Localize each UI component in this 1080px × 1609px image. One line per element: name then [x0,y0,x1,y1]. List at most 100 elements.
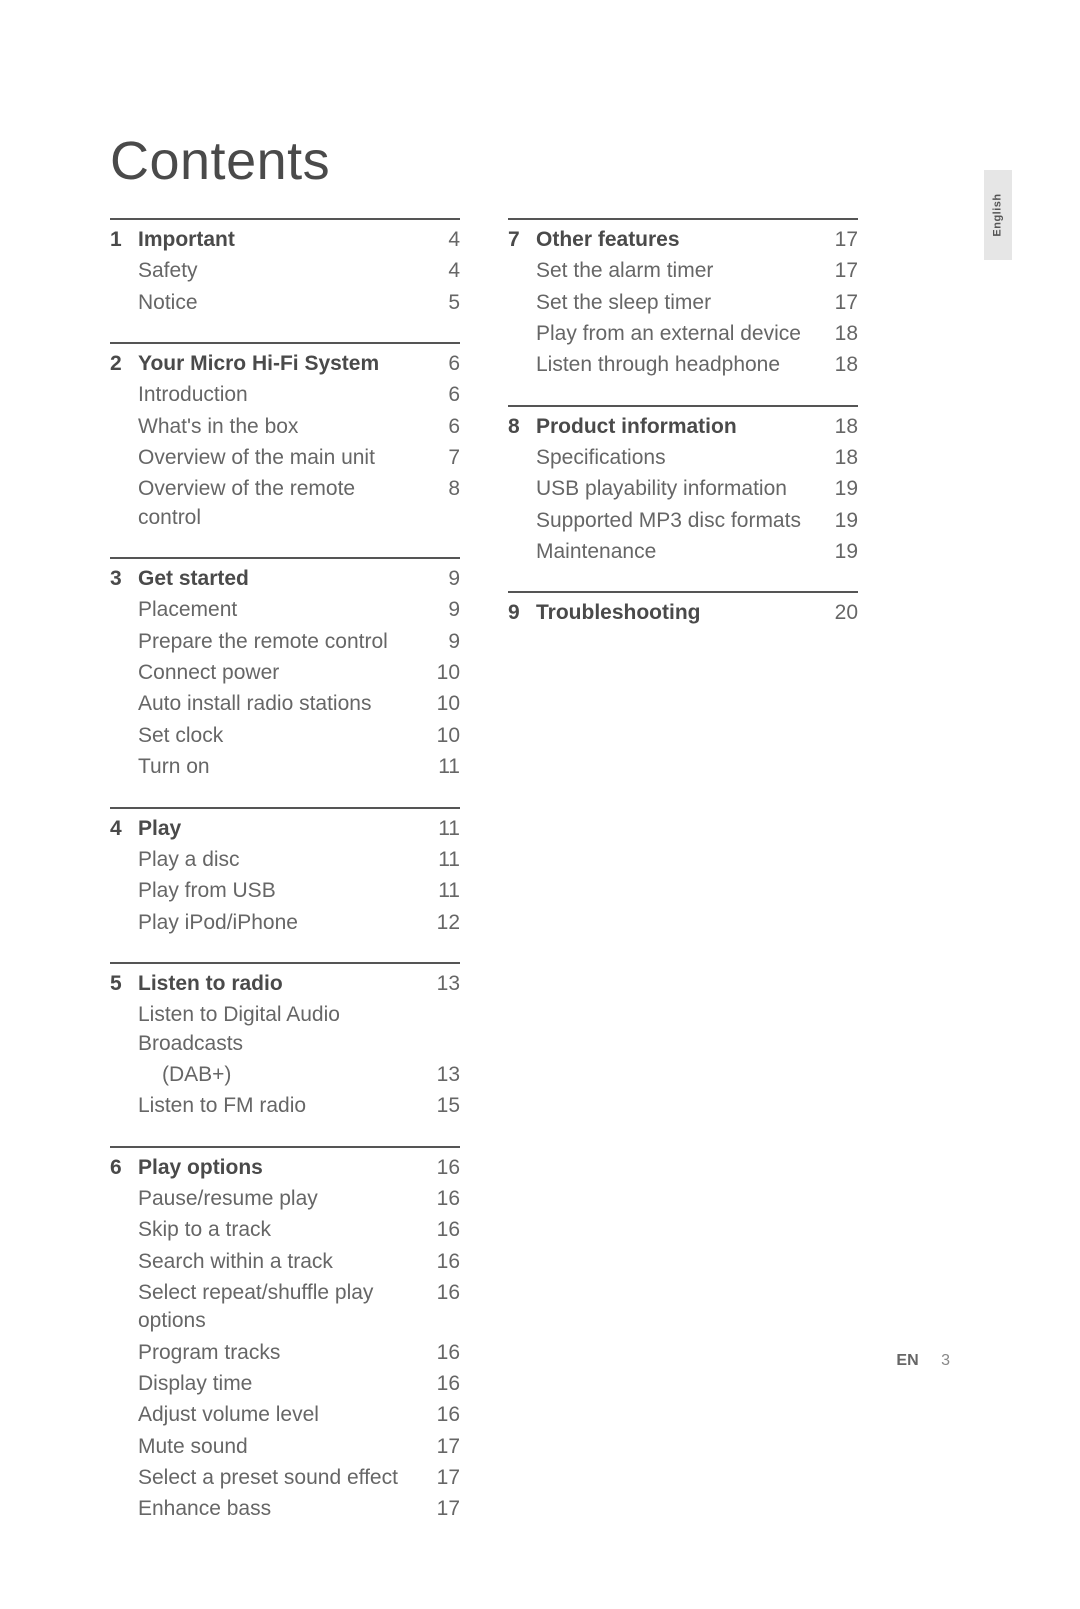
toc-section-heading: Product information [536,413,818,441]
toc-page-number: 5 [420,291,460,315]
toc-section-heading: Important [138,226,420,254]
toc-section: 4Play11Play a disc11Play from USB11Play … [110,807,460,962]
toc-page-number: 18 [818,322,858,346]
toc-item-row: (DAB+)13 [110,1061,460,1089]
toc-page-number: 16 [420,1341,460,1365]
footer-language: EN [896,1352,918,1369]
toc-item-row: Placement9 [110,596,460,624]
toc-item-row: USB playability information19 [508,475,858,503]
toc-item-row: Display time16 [110,1370,460,1398]
toc-page-number: 6 [420,383,460,407]
toc-page-number: 16 [420,1218,460,1242]
toc-item-row: Specifications18 [508,444,858,472]
toc-section: 1Important4Safety4Notice5 [110,218,460,342]
toc-left-column: 1Important4Safety4Notice52Your Micro Hi-… [110,218,460,1549]
toc-section-heading: Your Micro Hi-Fi System [138,350,420,378]
toc-section-number: 5 [110,972,138,996]
toc-item-label: Specifications [536,444,818,472]
toc-section: 7Other features17Set the alarm timer17Se… [508,218,858,405]
toc-section-number: 2 [110,352,138,376]
toc-page-number: 16 [420,1250,460,1274]
toc-section-heading-row: 4Play11 [110,815,460,843]
toc-page-number: 19 [818,540,858,564]
toc-item-row: Skip to a track16 [110,1216,460,1244]
toc-page-number: 4 [420,228,460,252]
toc-page-number: 10 [420,692,460,716]
toc-item-label: Maintenance [536,538,818,566]
toc-page-number: 11 [420,817,460,841]
page-footer: EN 3 [896,1352,950,1370]
toc-page-number: 16 [420,1372,460,1396]
toc-item-label: Display time [138,1370,420,1398]
toc-columns: 1Important4Safety4Notice52Your Micro Hi-… [110,218,980,1549]
toc-page-number: 17 [420,1466,460,1490]
toc-item-row: Play from USB11 [110,877,460,905]
toc-page-number: 4 [420,259,460,283]
toc-item-label: Introduction [138,381,420,409]
toc-section-number: 6 [110,1156,138,1180]
toc-item-label: Set the sleep timer [536,289,818,317]
toc-section-heading-row: 3Get started9 [110,565,460,593]
toc-item-row: Program tracks16 [110,1339,460,1367]
toc-section: 3Get started9 Placement9 Prepare the remot… [110,557,460,806]
toc-item-label: Mute sound [138,1433,420,1461]
toc-section-number: 9 [508,601,536,625]
toc-item-label: Program tracks [138,1339,420,1367]
toc-section-number: 1 [110,228,138,252]
toc-section-heading: Play [138,815,420,843]
toc-page-number: 16 [420,1156,460,1180]
toc-page-number: 17 [818,291,858,315]
toc-page-number: 18 [818,446,858,470]
toc-item-row: What's in the box6 [110,413,460,441]
toc-page-number: 16 [420,1187,460,1211]
toc-item-label: Set clock [138,722,420,750]
toc-item-label: Overview of the remote control [138,475,420,532]
toc-item-label: (DAB+) [138,1061,420,1089]
toc-page-number: 9 [420,598,460,622]
toc-item-row: Set the alarm timer17 [508,257,858,285]
toc-item-label: Search within a track [138,1248,420,1276]
toc-item-row: Safety4 [110,257,460,285]
toc-section-heading-row: 5Listen to radio13 [110,970,460,998]
toc-item-row: Play a disc11 [110,846,460,874]
toc-item-row: Listen to FM radio15 [110,1092,460,1120]
toc-page-number: 17 [818,259,858,283]
toc-item-row: Turn on11 [110,753,460,781]
toc-item-label: Listen to FM radio [138,1092,420,1120]
toc-page-number: 15 [420,1094,460,1118]
toc-item-row: Select a preset sound effect17 [110,1464,460,1492]
toc-page-number: 9 [420,630,460,654]
toc-section-heading-row: 1Important4 [110,226,460,254]
toc-item-label: Auto install radio stations [138,690,420,718]
toc-item-label: Overview of the main unit [138,444,420,472]
toc-section: 5Listen to radio13 Listen to Digital Audi… [110,962,460,1146]
toc-section-heading: Get started [138,565,420,593]
toc-page-number: 11 [420,879,460,903]
toc-section-number: 4 [110,817,138,841]
toc-item-label: Play iPod/iPhone [138,909,420,937]
toc-section-number: 7 [508,228,536,252]
toc-item-row: Prepare the remote control9 [110,628,460,656]
toc-item-label: Select repeat/shuffle play options [138,1279,420,1336]
toc-item-label: Enhance bass [138,1495,420,1523]
toc-item-row: Maintenance19 [508,538,858,566]
toc-section-heading-row: 8Product information18 [508,413,858,441]
toc-right-column: 7Other features17Set the alarm timer17Se… [508,218,858,1549]
toc-page-number: 17 [420,1497,460,1521]
toc-item-label: Safety [138,257,420,285]
toc-item-label: Listen to Digital Audio Broadcasts [138,1001,420,1058]
toc-item-row: Listen to Digital Audio Broadcasts [110,1001,460,1058]
toc-page-number: 6 [420,352,460,376]
toc-item-row: Set clock10 [110,722,460,750]
toc-item-label: Notice [138,289,420,317]
toc-section-heading-row: 2Your Micro Hi-Fi System6 [110,350,460,378]
toc-page-number: 10 [420,724,460,748]
toc-page-number: 19 [818,509,858,533]
toc-section-heading: Listen to radio [138,970,420,998]
toc-section-heading: Play options [138,1154,420,1182]
toc-page-number: 18 [818,415,858,439]
language-tab-label: English [992,193,1004,236]
toc-item-label: USB playability information [536,475,818,503]
toc-item-row: Adjust volume level16 [110,1401,460,1429]
toc-item-row: Overview of the main unit7 [110,444,460,472]
